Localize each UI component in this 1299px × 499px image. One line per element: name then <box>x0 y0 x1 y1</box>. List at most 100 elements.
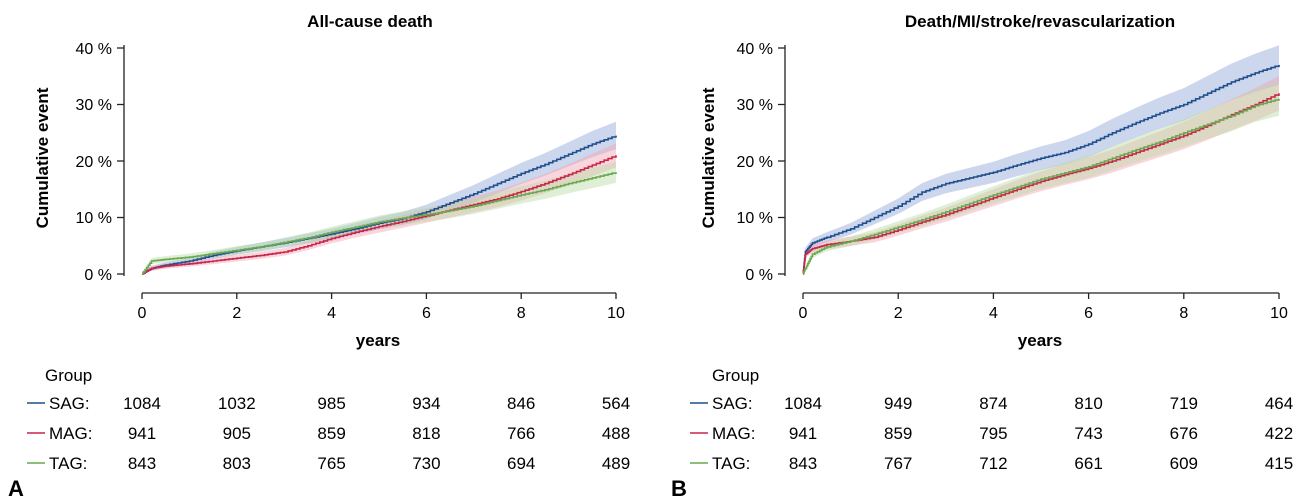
risk-table: Group SAG: 1084 949 874 810 719 464 MAG:… <box>690 366 1293 473</box>
risk-row-sag: SAG: 1084 1032 985 934 846 564 <box>27 394 630 413</box>
panel-letter: A <box>8 476 24 499</box>
confidence-band-sag <box>142 121 616 274</box>
risk-row-tag: TAG: 843 767 712 661 609 415 <box>690 454 1293 473</box>
risk-row-sag: SAG: 1084 949 874 810 719 464 <box>690 394 1293 413</box>
x-tick-label: 8 <box>517 305 526 322</box>
confidence-band-tag <box>142 161 616 274</box>
group-label: MAG: <box>49 424 92 443</box>
risk-count: 489 <box>602 454 630 473</box>
y-tick-label: 0 % <box>84 267 112 284</box>
risk-count: 810 <box>1074 394 1102 413</box>
x-tick-label: 4 <box>327 305 336 322</box>
risk-row-tag: TAG: 843 803 765 730 694 489 <box>27 454 630 473</box>
risk-count: 795 <box>979 424 1007 443</box>
y-tick-label: 30 % <box>737 97 773 114</box>
y-axis-label: Cumulative event <box>699 87 718 228</box>
x-tick-label: 4 <box>989 305 998 322</box>
y-tick: 40 % <box>737 41 785 58</box>
risk-count: 949 <box>884 394 912 413</box>
y-tick: 0 % <box>84 267 124 284</box>
risk-count: 766 <box>507 424 535 443</box>
y-tick-label: 10 % <box>76 210 112 227</box>
risk-count: 905 <box>223 424 251 443</box>
risk-count: 934 <box>412 394 440 413</box>
series-line-tag <box>142 172 617 275</box>
x-tick: 2 <box>232 293 241 322</box>
survival-curves <box>142 135 617 275</box>
risk-count: 661 <box>1074 454 1102 473</box>
x-tick-label: 10 <box>1270 305 1288 322</box>
risk-count: 818 <box>412 424 440 443</box>
y-tick-label: 40 % <box>737 41 773 58</box>
y-tick: 10 % <box>76 210 124 227</box>
group-label: TAG: <box>49 454 87 473</box>
risk-count: 1084 <box>784 394 822 413</box>
risk-count: 719 <box>1170 394 1198 413</box>
y-tick: 30 % <box>737 97 785 114</box>
risk-count: 985 <box>317 394 345 413</box>
risk-count: 846 <box>507 394 535 413</box>
risk-count: 730 <box>412 454 440 473</box>
confidence-band-mag <box>803 75 1279 275</box>
risk-count: 676 <box>1170 424 1198 443</box>
risk-count: 1084 <box>123 394 161 413</box>
risk-count: 488 <box>602 424 630 443</box>
series-line-sag <box>802 64 1280 275</box>
risk-count: 874 <box>979 394 1007 413</box>
risk-count: 843 <box>128 454 156 473</box>
risk-count: 694 <box>507 454 535 473</box>
y-tick: 40 % <box>76 41 124 58</box>
x-tick-label: 0 <box>138 305 147 322</box>
risk-count: 464 <box>1265 394 1293 413</box>
y-tick: 0 % <box>745 267 785 284</box>
risk-row-mag: MAG: 941 905 859 818 766 488 <box>27 424 630 443</box>
risk-count: 941 <box>128 424 156 443</box>
x-tick: 10 <box>607 293 625 322</box>
confidence-band-tag <box>803 82 1279 274</box>
x-tick: 0 <box>799 293 808 322</box>
risk-table-header: Group <box>45 366 92 385</box>
y-tick-label: 20 % <box>737 154 773 171</box>
risk-count: 765 <box>317 454 345 473</box>
group-label: MAG: <box>712 424 755 443</box>
x-tick-label: 6 <box>422 305 431 322</box>
risk-count: 803 <box>223 454 251 473</box>
risk-count: 609 <box>1170 454 1198 473</box>
y-tick-label: 20 % <box>76 154 112 171</box>
x-tick-label: 10 <box>607 305 625 322</box>
x-tick: 10 <box>1270 293 1288 322</box>
chart-title: Death/MI/stroke/revascularization <box>905 12 1175 31</box>
risk-count: 743 <box>1074 424 1102 443</box>
y-tick-label: 40 % <box>76 41 112 58</box>
y-tick-label: 30 % <box>76 97 112 114</box>
series-line-mag <box>142 155 617 275</box>
x-axis-label: years <box>1018 331 1062 350</box>
x-tick-label: 6 <box>1084 305 1093 322</box>
risk-count: 415 <box>1265 454 1293 473</box>
risk-count: 941 <box>789 424 817 443</box>
x-tick: 4 <box>327 293 336 322</box>
group-label: SAG: <box>49 394 90 413</box>
x-tick-label: 8 <box>1179 305 1188 322</box>
group-label: SAG: <box>712 394 753 413</box>
risk-count: 1032 <box>218 394 256 413</box>
x-tick-label: 0 <box>799 305 808 322</box>
x-tick: 6 <box>422 293 431 322</box>
x-tick: 0 <box>138 293 147 322</box>
panel-a: All-cause death Cumulative event years 0… <box>8 12 630 499</box>
risk-row-mag: MAG: 941 859 795 743 676 422 <box>690 424 1293 443</box>
y-tick-label: 0 % <box>745 267 773 284</box>
group-label: TAG: <box>712 454 750 473</box>
risk-count: 712 <box>979 454 1007 473</box>
risk-table: Group SAG: 1084 1032 985 934 846 564 MAG… <box>27 366 630 473</box>
confidence-bands <box>142 121 616 274</box>
risk-count: 843 <box>789 454 817 473</box>
survival-curves <box>802 64 1280 275</box>
risk-table-header: Group <box>712 366 759 385</box>
x-tick-label: 2 <box>894 305 903 322</box>
risk-count: 767 <box>884 454 912 473</box>
y-tick: 20 % <box>76 154 124 171</box>
chart-title: All-cause death <box>307 12 433 31</box>
x-tick: 8 <box>1179 293 1188 322</box>
